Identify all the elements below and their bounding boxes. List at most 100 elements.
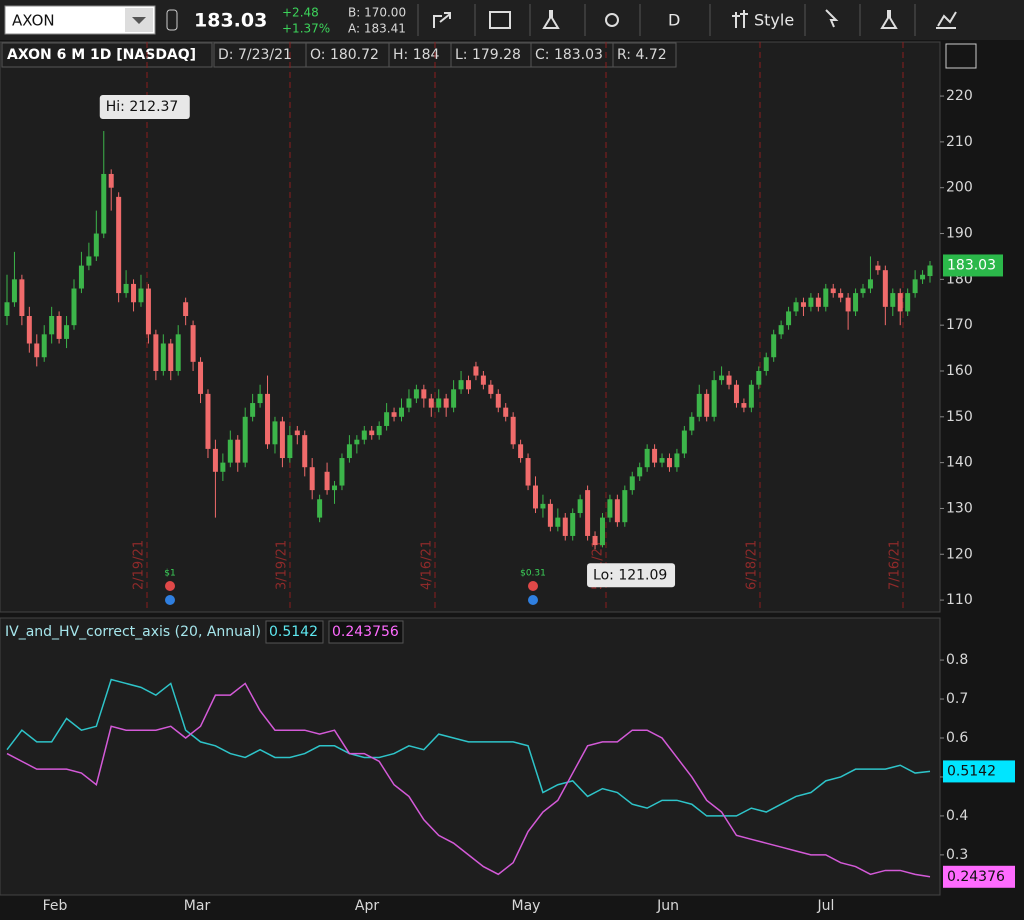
candle-body bbox=[175, 334, 181, 371]
candle-body bbox=[704, 393, 710, 417]
candle-body bbox=[421, 389, 427, 399]
candle-body bbox=[391, 412, 397, 417]
candle-body bbox=[860, 288, 866, 294]
candle-body bbox=[681, 430, 687, 454]
timeframe[interactable]: D bbox=[668, 11, 680, 30]
candle-body bbox=[78, 265, 84, 289]
header-field: H: 184 bbox=[393, 47, 440, 63]
candle-body bbox=[160, 343, 166, 371]
candle-body bbox=[183, 302, 189, 317]
study-line bbox=[6, 682, 931, 878]
candle-body bbox=[562, 517, 568, 536]
y-tick-label: 0.6 bbox=[946, 730, 968, 746]
candle-body bbox=[369, 430, 375, 436]
candle-body bbox=[198, 361, 204, 394]
drawing-icon[interactable] bbox=[945, 43, 977, 69]
study-title: IV_and_HV_correct_axis (20, Annual) bbox=[5, 624, 261, 640]
header-cell bbox=[450, 42, 532, 68]
study-line bbox=[6, 678, 931, 817]
candle-body bbox=[309, 467, 315, 491]
candle-body bbox=[897, 293, 903, 312]
candle-body bbox=[599, 517, 605, 546]
candle-body bbox=[763, 357, 769, 371]
candle-body bbox=[793, 302, 799, 312]
candle-body bbox=[882, 270, 888, 307]
change-pct: +1.37% bbox=[282, 22, 330, 36]
y-tick-label: 0.8 bbox=[946, 652, 968, 668]
candle-body bbox=[830, 288, 836, 294]
candle-body bbox=[503, 407, 509, 417]
candle-body bbox=[108, 173, 114, 188]
toolbar-icons[interactable] bbox=[433, 9, 957, 29]
candle-body bbox=[413, 389, 419, 399]
header-cell bbox=[388, 42, 452, 68]
candle-body bbox=[257, 393, 263, 404]
candle-body bbox=[116, 196, 122, 294]
candle-body bbox=[138, 288, 144, 303]
y-tick-label: 110 bbox=[946, 592, 973, 608]
candle-body bbox=[808, 297, 814, 307]
candle-body bbox=[488, 384, 494, 394]
candle-body bbox=[771, 334, 777, 358]
candle-body bbox=[250, 403, 256, 417]
candle-body bbox=[294, 430, 300, 436]
candle-body bbox=[428, 398, 434, 408]
y-tick-label: 190 bbox=[946, 226, 973, 242]
candle-body bbox=[168, 343, 174, 371]
candle-body bbox=[525, 458, 531, 486]
candle-body bbox=[518, 444, 524, 459]
date-label: 6/18/21 bbox=[745, 540, 760, 590]
candle-body bbox=[317, 499, 323, 518]
price-tag-label: 183.03 bbox=[947, 257, 996, 273]
month-label: May bbox=[512, 898, 541, 914]
candle-body bbox=[41, 334, 47, 358]
link-icon[interactable] bbox=[166, 9, 178, 31]
header-field: C: 183.03 bbox=[535, 47, 603, 63]
candle-body bbox=[93, 233, 99, 257]
candle-body bbox=[302, 435, 308, 468]
candle-body bbox=[920, 274, 926, 280]
header-cell bbox=[612, 42, 677, 68]
candle-body bbox=[547, 503, 553, 527]
separators bbox=[417, 4, 916, 36]
earnings-icon bbox=[165, 595, 175, 605]
candle-body bbox=[19, 279, 25, 317]
style-menu[interactable]: Style bbox=[754, 11, 794, 30]
price-tag bbox=[943, 254, 1003, 277]
header-cell bbox=[305, 42, 390, 68]
candle-body bbox=[823, 288, 829, 307]
study-panel bbox=[0, 617, 941, 896]
candle-body bbox=[71, 288, 77, 326]
candle-body bbox=[272, 421, 278, 445]
value-tag-label: 0.24376 bbox=[947, 869, 1005, 885]
candle-body bbox=[242, 416, 248, 463]
legend-value-box bbox=[265, 620, 324, 644]
y-tick-label: 160 bbox=[946, 363, 973, 379]
candle-body bbox=[890, 293, 896, 307]
candle-body bbox=[34, 343, 40, 358]
dropdown-arrow bbox=[132, 17, 146, 24]
y-tick-label: 140 bbox=[946, 455, 973, 471]
month-label: Apr bbox=[355, 898, 379, 914]
legend-value-box bbox=[328, 620, 404, 644]
candle-body bbox=[101, 173, 107, 234]
candle-body bbox=[577, 499, 583, 514]
value-tag-label: 0.5142 bbox=[947, 763, 996, 779]
candle-body bbox=[384, 412, 390, 426]
candle-body bbox=[145, 288, 151, 335]
header-field: D: 7/23/21 bbox=[218, 47, 292, 63]
candle-body bbox=[838, 293, 844, 298]
change: +2.48 bbox=[282, 6, 319, 20]
candle-body bbox=[458, 380, 464, 390]
y-tick-label: 220 bbox=[946, 88, 973, 104]
candle-body bbox=[786, 311, 792, 326]
candle-body bbox=[287, 435, 293, 459]
candle-body bbox=[607, 499, 613, 518]
candle-body bbox=[652, 448, 658, 463]
candle-body bbox=[495, 393, 501, 408]
candle-body bbox=[354, 439, 360, 445]
candle-body bbox=[674, 453, 680, 468]
candle-body bbox=[585, 490, 591, 536]
y-tick-label: 150 bbox=[946, 409, 973, 425]
candle-body bbox=[49, 316, 55, 335]
